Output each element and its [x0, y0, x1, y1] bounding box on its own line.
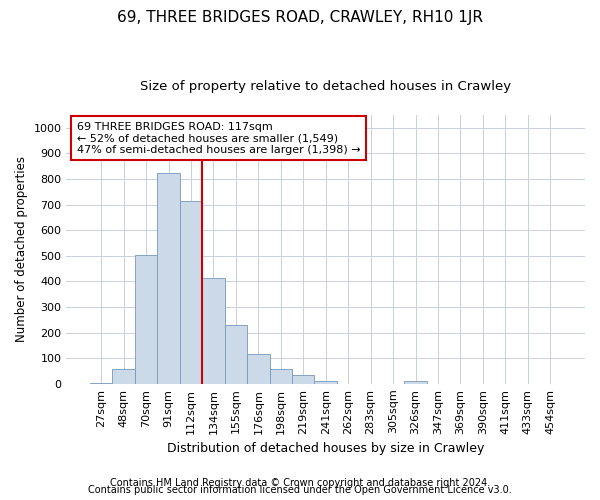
- Bar: [404, 381, 427, 384]
- Bar: [202, 278, 224, 384]
- Title: Size of property relative to detached houses in Crawley: Size of property relative to detached ho…: [140, 80, 511, 93]
- Text: 69, THREE BRIDGES ROAD, CRAWLEY, RH10 1JR: 69, THREE BRIDGES ROAD, CRAWLEY, RH10 1J…: [117, 10, 483, 25]
- Text: Contains HM Land Registry data © Crown copyright and database right 2024.: Contains HM Land Registry data © Crown c…: [110, 478, 490, 488]
- Text: Contains public sector information licensed under the Open Government Licence v3: Contains public sector information licen…: [88, 485, 512, 495]
- Bar: [247, 354, 269, 384]
- Bar: [112, 369, 135, 384]
- Y-axis label: Number of detached properties: Number of detached properties: [15, 156, 28, 342]
- Bar: [135, 254, 157, 384]
- Bar: [180, 201, 202, 384]
- Bar: [292, 375, 314, 384]
- Text: 69 THREE BRIDGES ROAD: 117sqm
← 52% of detached houses are smaller (1,549)
47% o: 69 THREE BRIDGES ROAD: 117sqm ← 52% of d…: [77, 122, 361, 155]
- Bar: [269, 369, 292, 384]
- X-axis label: Distribution of detached houses by size in Crawley: Distribution of detached houses by size …: [167, 442, 484, 455]
- Bar: [314, 380, 337, 384]
- Bar: [90, 382, 112, 384]
- Bar: [224, 325, 247, 384]
- Bar: [157, 172, 180, 384]
